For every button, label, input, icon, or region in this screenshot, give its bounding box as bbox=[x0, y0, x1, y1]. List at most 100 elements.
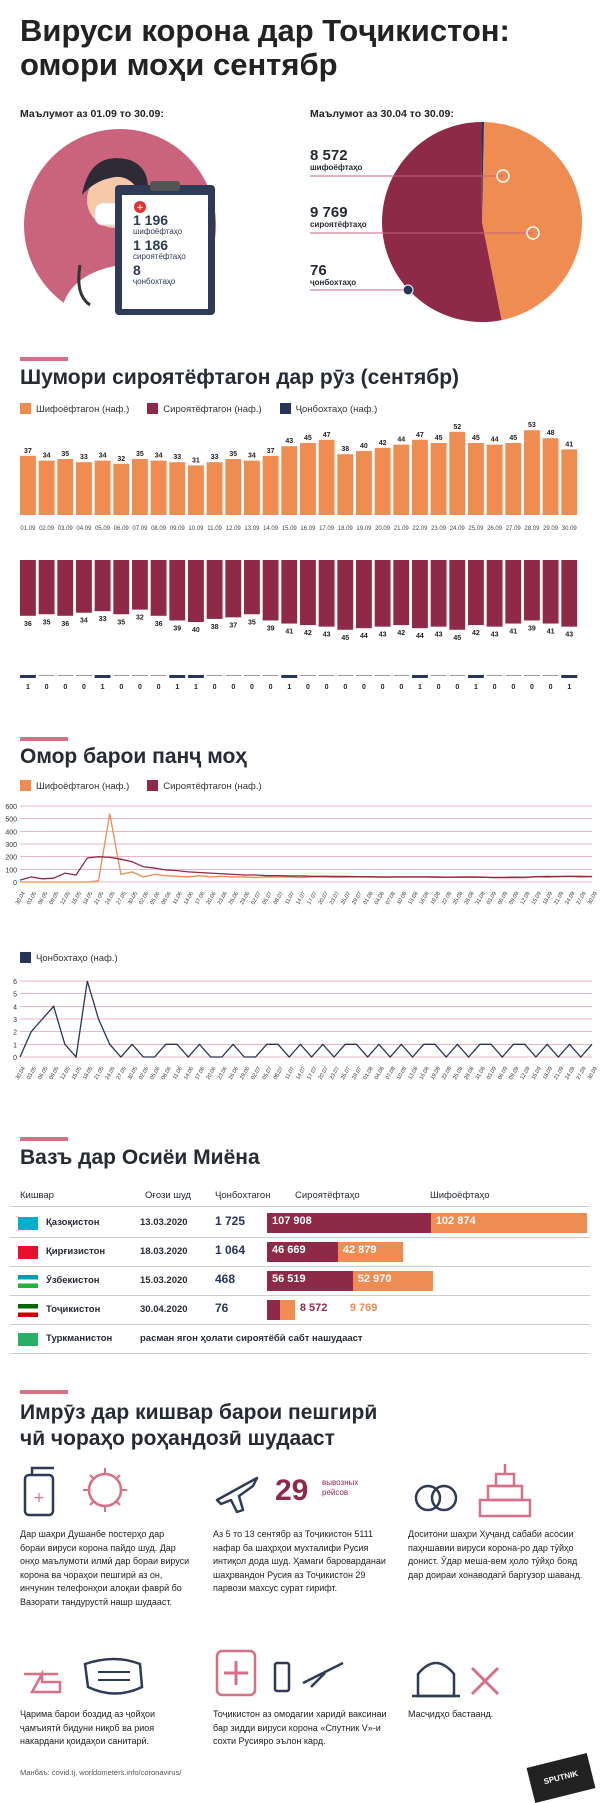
recovered-value: 42 879 bbox=[342, 1244, 377, 1256]
flights-number: 29 bbox=[275, 1474, 309, 1507]
infected-bar bbox=[267, 1271, 353, 1291]
bar-label: 35 bbox=[117, 619, 125, 626]
flights-label: вывозных рейсов bbox=[322, 1478, 359, 1497]
bar-deaths bbox=[113, 675, 130, 676]
x-tick: 11.07 bbox=[284, 891, 296, 906]
tick-label: 19.09 bbox=[356, 526, 372, 532]
x-tick: 29.07 bbox=[351, 1066, 363, 1081]
svg-text:+: + bbox=[136, 203, 144, 213]
bar-recovered bbox=[393, 444, 410, 515]
bar-recovered bbox=[57, 459, 74, 515]
bar-label: 35 bbox=[43, 619, 51, 626]
tick-label: 07.09 bbox=[132, 526, 148, 532]
recovered-value: 9 769 bbox=[349, 1302, 378, 1314]
bar-deaths bbox=[132, 675, 148, 676]
bar-label: 45 bbox=[435, 435, 443, 442]
bar-label: 43 bbox=[565, 632, 573, 639]
x-tick: 19.08 bbox=[430, 891, 442, 906]
x-tick: 20.07 bbox=[318, 891, 330, 906]
bar-deaths bbox=[524, 675, 540, 676]
section-accent bbox=[20, 737, 68, 741]
bar-deaths bbox=[542, 675, 559, 676]
sanitizer-virus-icon: + bbox=[23, 1466, 127, 1517]
x-tick: 09.05 bbox=[48, 891, 60, 906]
pointing-hand-mask-icon bbox=[24, 1657, 144, 1695]
tick-label: 06.09 bbox=[114, 526, 130, 532]
x-tick: 07.08 bbox=[385, 891, 397, 906]
x-tick: 09.05 bbox=[48, 1066, 60, 1081]
x-tick: 09.09 bbox=[508, 891, 520, 906]
x-tick: 02.07 bbox=[250, 1066, 262, 1081]
bar-recovered bbox=[76, 462, 92, 515]
bar-infected bbox=[300, 560, 316, 626]
x-tick: 14.07 bbox=[295, 1066, 307, 1081]
bar-label: 35 bbox=[248, 619, 256, 626]
recovered-bar bbox=[337, 1242, 403, 1262]
x-tick: 06.05 bbox=[37, 891, 49, 906]
bar-label: 45 bbox=[509, 435, 517, 442]
bar-label: 44 bbox=[360, 633, 368, 640]
x-tick: 24.05 bbox=[105, 891, 117, 906]
x-tick: 08.07 bbox=[273, 1066, 285, 1081]
x-tick: 20.06 bbox=[206, 891, 218, 906]
asia-title: Вазъ дар Осиёи Миёна bbox=[20, 1146, 260, 1169]
bar-infected bbox=[281, 560, 298, 624]
bar-infected bbox=[262, 560, 279, 621]
series-line bbox=[19, 856, 593, 881]
bar-label: 45 bbox=[341, 635, 349, 642]
x-tick: 30.09 bbox=[587, 1066, 599, 1081]
x-tick: 24.09 bbox=[564, 1066, 576, 1081]
y-tick: 0 bbox=[13, 1055, 17, 1062]
source-note: Манбаъ: covid.tj, worldometers.info/coro… bbox=[20, 1768, 182, 1777]
x-tick: 14.06 bbox=[183, 1066, 195, 1081]
bar-label: 44 bbox=[491, 437, 499, 444]
bar-recovered bbox=[169, 462, 186, 515]
x-tick: 02.06 bbox=[138, 1066, 150, 1081]
tick-label: 30.09 bbox=[562, 526, 578, 532]
y-tick: 500 bbox=[5, 817, 17, 824]
bar-infected bbox=[318, 560, 335, 627]
bar-label: 0 bbox=[511, 684, 515, 691]
deaths-value: 8 bbox=[133, 262, 141, 278]
deaths-count: 76 bbox=[215, 1301, 229, 1315]
x-tick: 27.09 bbox=[576, 1066, 588, 1081]
tick-label: 27.09 bbox=[506, 526, 522, 532]
bar-deaths bbox=[225, 675, 242, 676]
bar-infected bbox=[337, 560, 354, 630]
x-tick: 24.05 bbox=[105, 1066, 117, 1081]
tick-label: 08.09 bbox=[151, 526, 167, 532]
bar-recovered bbox=[20, 455, 36, 515]
measure-text-5: Тоҷикистон аз омодагии харидӣ ваксинаи б… bbox=[213, 1709, 387, 1746]
infected-bar bbox=[267, 1213, 431, 1233]
bar-label: 36 bbox=[24, 621, 32, 628]
tick-label: 12.09 bbox=[226, 526, 242, 532]
bar-label: 0 bbox=[325, 684, 329, 691]
flag-icon bbox=[18, 1304, 38, 1317]
tick-label: 09.09 bbox=[170, 526, 186, 532]
bar-deaths bbox=[300, 675, 316, 676]
bar-deaths bbox=[374, 675, 391, 676]
x-tick: 05.07 bbox=[262, 1066, 274, 1081]
bar-recovered bbox=[356, 451, 372, 515]
section-accent bbox=[20, 1390, 68, 1394]
tick-label: 25.09 bbox=[468, 526, 484, 532]
measure-text-2: Аз 5 то 13 сентябр аз Тоҷикистон 5111 на… bbox=[213, 1529, 386, 1593]
mosque-closed-icon bbox=[412, 1661, 500, 1698]
bar-label: 0 bbox=[362, 684, 366, 691]
bar-label: 33 bbox=[211, 454, 219, 461]
bar-infected bbox=[505, 560, 522, 624]
bar-infected bbox=[206, 560, 223, 619]
y-tick: 400 bbox=[5, 829, 17, 836]
country-name: Қазоқистон bbox=[46, 1217, 100, 1228]
bar-label: 36 bbox=[61, 621, 69, 628]
flag-icon bbox=[18, 1246, 38, 1259]
daily-title: Шумори сироятёфтагон дар рӯз (сентябр) bbox=[20, 366, 460, 389]
bar-recovered bbox=[225, 459, 242, 515]
measure-text-1: Дар шаҳри Душанбе постерҳо дар бораи вир… bbox=[20, 1529, 190, 1607]
tick-label: 26.09 bbox=[487, 526, 503, 532]
y-tick: 3 bbox=[13, 1017, 17, 1024]
recovered-bar bbox=[430, 1213, 587, 1233]
infected-label: сироятёфтаҳо bbox=[133, 252, 186, 261]
x-tick: 28.08 bbox=[463, 1066, 475, 1081]
bar-label: 44 bbox=[416, 633, 424, 640]
